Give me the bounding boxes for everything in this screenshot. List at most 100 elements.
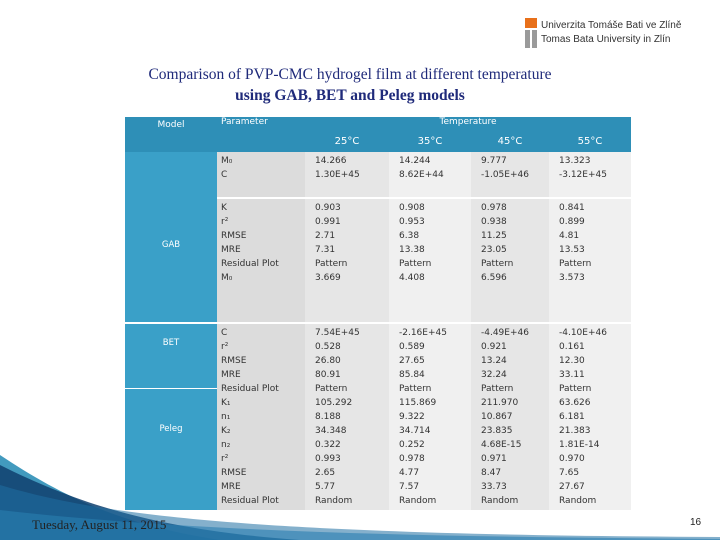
value: 8.62E+44 [399,170,444,180]
value: Pattern [559,258,592,269]
value: 211.970 [481,398,519,408]
value: 115.869 [399,398,437,408]
param: C [221,170,228,180]
param: RMSE [221,356,247,366]
value-cell: -2.16E+45 0.589 27.65 85.84 Pattern 115.… [389,323,471,512]
param: Residual Plot [221,258,279,269]
value: Pattern [481,384,514,394]
value: Random [315,496,353,506]
value: 0.908 [399,202,425,213]
param: C [221,328,228,338]
value: Pattern [399,258,432,269]
value: 0.978 [481,202,507,213]
model-label-bet: BET [162,338,180,348]
logo-mark-icon [525,18,537,48]
title-line-1: Comparison of PVP-CMC hydrogel film at d… [148,66,552,83]
param: M₀ [221,272,233,283]
value: 4.408 [399,272,425,283]
value: 23.05 [481,244,507,255]
value: 6.181 [559,412,585,422]
title-line-2: using GAB, BET and Peleg models [235,87,465,104]
value: 0.841 [559,202,585,213]
value: Random [399,496,437,506]
value: 27.67 [559,482,585,492]
header-temperature: Temperature [305,117,632,134]
value: Random [559,496,597,506]
value: -1.05E+46 [481,170,529,180]
value: 7.31 [315,244,336,255]
value: 0.978 [399,454,425,464]
param: MRE [221,370,241,380]
logo-text: Univerzita Tomáše Bati ve Zlíně Tomas Ba… [541,19,681,47]
value: 3.669 [315,272,341,283]
param: n₁ [221,412,231,422]
value: 11.25 [481,230,507,241]
value: 9.322 [399,412,425,422]
value: 7.65 [559,468,580,478]
value: Pattern [315,258,348,269]
value: -3.12E+45 [559,170,607,180]
header-blank [217,134,305,152]
value: 5.77 [315,482,336,492]
value: 34.348 [315,426,347,436]
model-comparison-table: Model Parameter Temperature 25°C 35°C 45… [125,117,632,512]
value: 0.938 [481,216,507,227]
param: MRE [221,244,241,255]
value-cell: 0.978 0.938 11.25 23.05 Pattern 6.596 [471,197,549,325]
page-number: 16 [690,517,702,528]
value-cell: 14.244 8.62E+44 [389,152,471,199]
param: MRE [221,482,241,492]
value: 32.24 [481,370,507,380]
value: 10.867 [481,412,513,422]
logo-line-1: Univerzita Tomáše Bati ve Zlíně [541,20,682,31]
value: 14.244 [399,156,431,166]
param: M₀ [221,156,233,166]
value: 0.953 [399,216,425,227]
value: 6.596 [481,272,507,283]
header-temp-35: 35°C [389,134,471,152]
param: n₂ [221,440,231,450]
value: 105.292 [315,398,353,408]
value: 26.80 [315,356,341,366]
value: 6.38 [399,230,420,241]
value: 0.921 [481,342,507,352]
value: 63.626 [559,398,591,408]
param: K₂ [221,426,231,436]
value-cell: -4.49E+46 0.921 13.24 32.24 Pattern 211.… [471,323,549,512]
header-parameter: Parameter [217,117,305,134]
value: 1.81E-14 [559,440,600,450]
param: Residual Plot [221,384,279,394]
value-cell: 0.908 0.953 6.38 13.38 Pattern 4.408 [389,197,471,325]
value: 0.971 [481,454,507,464]
value: 0.970 [559,454,585,464]
value: 0.252 [399,440,425,450]
value: 0.161 [559,342,585,352]
value: Pattern [315,384,348,394]
value: 0.528 [315,342,341,352]
value-cell: 0.841 0.899 4.81 13.53 Pattern 3.573 [549,197,632,325]
value-cell: 0.903 0.991 2.71 7.31 Pattern 3.669 [305,197,389,325]
value: -4.10E+46 [559,328,607,338]
value: 21.383 [559,426,591,436]
value: Random [481,496,519,506]
param: r² [221,216,229,227]
value: 13.53 [559,244,585,255]
value: 80.91 [315,370,341,380]
value: 1.30E+45 [315,170,360,180]
value: 14.266 [315,156,347,166]
value: 8.47 [481,468,502,478]
value-cell: 14.266 1.30E+45 [305,152,389,199]
header-temp-45: 45°C [471,134,549,152]
value: 13.38 [399,244,425,255]
header-model: Model [125,117,217,152]
param-cell: C r² RMSE MRE Residual Plot K₁ n₁ K₂ n₂ … [217,323,305,512]
header-temp-55: 55°C [549,134,632,152]
value-cell: -4.10E+46 0.161 12.30 33.11 Pattern 63.6… [549,323,632,512]
value: 7.54E+45 [315,328,360,338]
value: 8.188 [315,412,341,422]
param: r² [221,342,229,352]
model-cell-gab: GAB [125,152,217,324]
value: 27.65 [399,356,425,366]
model-cell-bet-peleg: BET Peleg [125,323,217,512]
value: Pattern [399,384,432,394]
